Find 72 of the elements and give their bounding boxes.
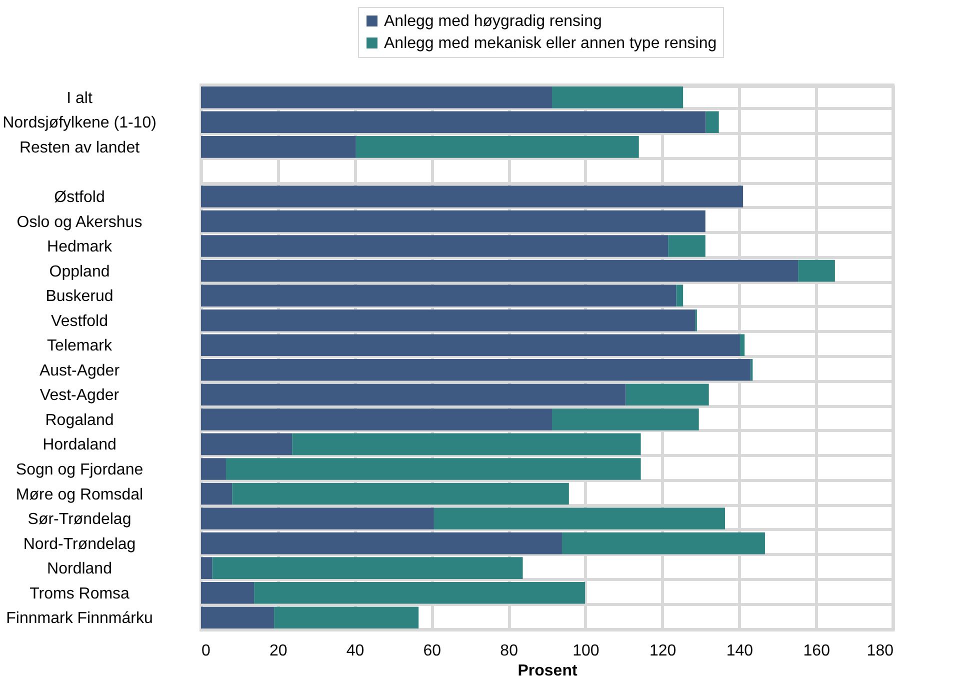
y-tick-label: Vest-Agder [40, 387, 120, 404]
y-tick-label: Hedmark [47, 238, 113, 256]
y-tick-label: Troms Romsa [30, 585, 130, 602]
y-tick-label: Sogn og Fjordane [16, 461, 144, 478]
y-tick-label: Nord-Trøndelag [23, 536, 136, 553]
bar [562, 532, 765, 554]
y-tick-label: Nordland [47, 560, 112, 578]
x-tick-label: 80 [500, 642, 518, 660]
bar [201, 334, 740, 356]
y-tick-label: Rogaland [45, 412, 114, 429]
y-tick-label: Resten av landet [19, 139, 140, 156]
bar [201, 408, 552, 430]
bar [201, 111, 706, 134]
bar [552, 408, 699, 430]
y-tick-label: Møre og Romsdal [16, 486, 144, 504]
bar [201, 582, 254, 604]
bar [201, 86, 552, 108]
bar [434, 508, 725, 530]
x-tick-label: 20 [269, 642, 288, 660]
x-tick-label: 120 [649, 642, 676, 660]
x-tick-label: 40 [346, 642, 364, 660]
bar [626, 384, 709, 406]
y-tick-label: Buskerud [46, 288, 114, 306]
x-tick-label: 60 [423, 642, 442, 660]
bar [201, 532, 562, 554]
bar [201, 309, 696, 332]
bar [201, 235, 668, 257]
y-tick-label: Aust-Agder [39, 362, 120, 380]
y-tick-label: Oppland [49, 263, 110, 280]
bar [201, 210, 706, 232]
y-tick-label: Oslo og Akershus [16, 214, 142, 231]
bar [292, 433, 641, 456]
legend-label: Anlegg med mekanisk eller annen type rensing [384, 35, 717, 52]
y-tick-label: I alt [66, 90, 93, 107]
bar [201, 260, 798, 282]
y-tick-label: Nordsjøfylkene (1-10) [2, 114, 156, 132]
x-tick-label: 160 [803, 642, 830, 660]
bar [676, 284, 684, 306]
bar [706, 111, 719, 134]
y-tick-label: Hordaland [42, 436, 116, 454]
x-tick-label: 100 [572, 642, 600, 660]
bar [201, 557, 212, 579]
bar [254, 582, 586, 604]
bar [668, 235, 706, 257]
x-tick-label: 0 [202, 642, 210, 660]
bar [274, 606, 419, 629]
bar [226, 458, 641, 480]
bar [201, 508, 434, 530]
bar [201, 384, 626, 406]
bar [552, 86, 684, 108]
bar [201, 482, 232, 505]
x-tick-label: 180 [866, 642, 894, 660]
bar [201, 458, 226, 480]
bar [201, 606, 274, 629]
bar [201, 284, 676, 306]
legend-label: Anlegg med høygradig rensing [384, 13, 602, 30]
y-tick-label: Sør-Trøndelag [28, 511, 132, 528]
y-tick-label: Østfold [54, 188, 105, 206]
bar [356, 136, 639, 158]
y-tick-label: Vestfold [51, 312, 108, 330]
bar [201, 433, 292, 456]
y-tick-label: Finnmark Finnmárku [6, 610, 153, 628]
x-tick-label: 140 [726, 642, 754, 660]
x-axis-title: Prosent [518, 662, 578, 680]
y-tick-label: Telemark [47, 338, 113, 355]
bar [740, 334, 745, 356]
bar [232, 482, 569, 505]
bar [201, 136, 356, 158]
bar [212, 557, 523, 579]
bar [201, 358, 751, 381]
bar [201, 186, 744, 208]
bar [798, 260, 835, 282]
